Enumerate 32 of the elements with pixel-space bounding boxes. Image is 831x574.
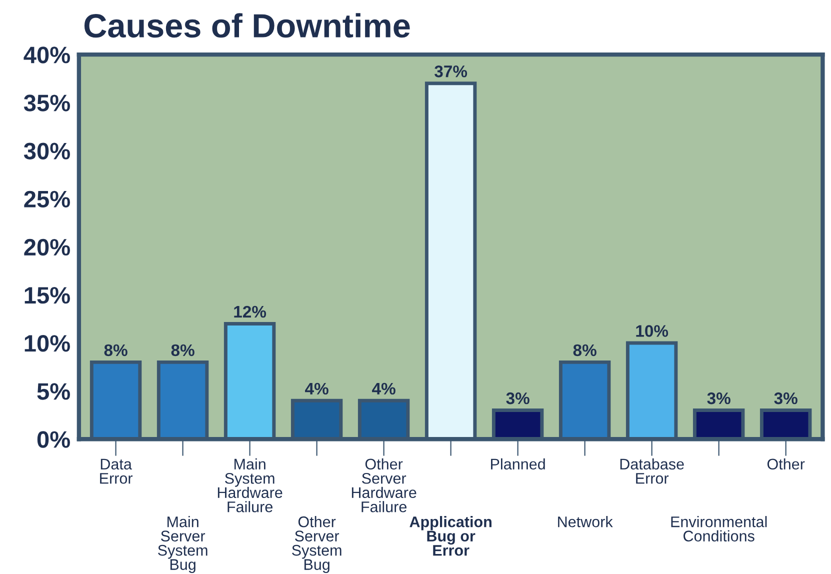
data-label: 3% xyxy=(506,392,530,404)
x-tick-label: Main Server System Bug xyxy=(158,516,208,573)
y-tick-label: 0% xyxy=(37,431,70,448)
x-tick-label: Other xyxy=(767,458,805,470)
data-label: 4% xyxy=(305,382,328,395)
x-tick-label: Data Error xyxy=(100,458,133,484)
x-tick-label: Database Error xyxy=(620,458,684,484)
y-tick-label: 35% xyxy=(24,94,70,112)
y-tick-label: 10% xyxy=(24,335,70,352)
x-tick-label: Application Bug or Error xyxy=(410,516,492,556)
x-tick-label: Other Server System Bug xyxy=(292,516,342,573)
data-label: 12% xyxy=(234,306,266,318)
y-tick-label: 5% xyxy=(37,383,70,400)
data-label: 3% xyxy=(774,392,798,404)
data-label: 3% xyxy=(707,392,730,404)
y-tick-label: 25% xyxy=(24,190,70,208)
x-tick-label: Network xyxy=(558,516,613,528)
chart-title: Causes of Downtime xyxy=(84,13,410,38)
x-tick-label: Planned xyxy=(491,458,545,470)
x-tick-label: Environmental Conditions xyxy=(671,516,767,542)
y-tick-label: 15% xyxy=(24,287,70,304)
x-tick-label: Main System Hardware Failure xyxy=(218,458,282,512)
data-label: 4% xyxy=(372,382,396,395)
data-label: 37% xyxy=(434,66,468,78)
data-label: 8% xyxy=(171,344,194,356)
data-label: 8% xyxy=(573,344,596,356)
data-label: 10% xyxy=(636,325,668,337)
y-tick-label: 30% xyxy=(24,142,70,160)
y-tick-label: 20% xyxy=(24,238,70,256)
data-label: 8% xyxy=(104,344,128,356)
x-tick-label: Other Server Hardware Failure xyxy=(352,458,416,512)
y-tick-label: 40% xyxy=(24,46,70,64)
